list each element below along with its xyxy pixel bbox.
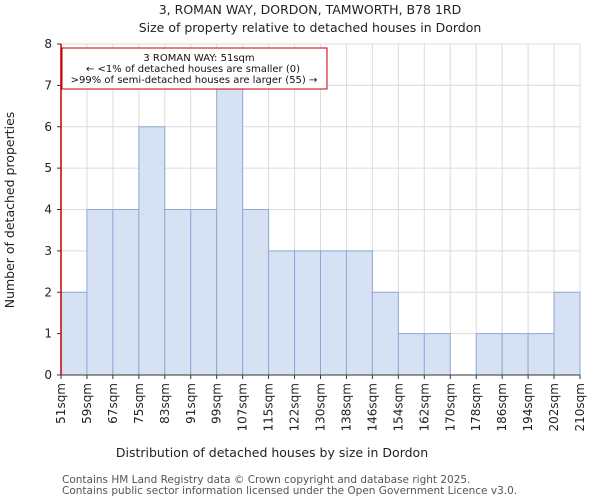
bar xyxy=(345,250,373,376)
x-tick-label: 170sqm xyxy=(443,383,457,431)
x-axis-ticks: 51sqm 59sqm 67sqm 75sqm 83sqm 91sqm 99sqm 107sq… xyxy=(54,375,587,431)
bar xyxy=(527,333,555,376)
x-tick-label: 210sqm xyxy=(573,383,587,431)
x-tick-label: 51sqm xyxy=(54,383,68,424)
x-tick-label: 130sqm xyxy=(314,383,328,431)
x-tick-label: 194sqm xyxy=(521,383,535,431)
x-tick-label: 83sqm xyxy=(158,383,172,424)
footer-line-1: Contains HM Land Registry data © Crown c… xyxy=(62,474,470,486)
chart-subtitle: Size of property relative to detached ho… xyxy=(139,20,482,35)
x-tick-label: 75sqm xyxy=(132,383,146,424)
x-tick-label: 122sqm xyxy=(288,383,302,431)
y-tick-label: 8 xyxy=(44,37,52,51)
bar xyxy=(423,333,451,376)
bar xyxy=(86,209,114,376)
x-axis-label: Distribution of detached houses by size … xyxy=(116,445,428,460)
bar xyxy=(190,209,218,376)
bar xyxy=(138,126,166,376)
chart-title: 3, ROMAN WAY, DORDON, TAMWORTH, B78 1RD xyxy=(159,2,462,17)
y-tick-label: 7 xyxy=(44,78,52,92)
y-tick-label: 6 xyxy=(44,120,52,134)
footer-line-2: Contains public sector information licen… xyxy=(62,485,517,497)
x-tick-label: 178sqm xyxy=(469,383,483,431)
x-tick-label: 154sqm xyxy=(391,383,405,431)
x-tick-label: 59sqm xyxy=(80,383,94,424)
x-tick-label: 99sqm xyxy=(210,383,224,424)
annotation-line-2: ← <1% of detached houses are smaller (0) xyxy=(86,64,300,75)
bar xyxy=(268,250,296,376)
bar xyxy=(475,333,503,376)
bar xyxy=(242,209,270,376)
bar xyxy=(294,250,321,376)
annotation-box: 3 ROMAN WAY: 51sqm ← <1% of detached hou… xyxy=(61,47,328,90)
bar xyxy=(60,291,88,376)
bar xyxy=(112,209,140,376)
y-tick-label: 3 xyxy=(44,244,52,258)
x-tick-label: 138sqm xyxy=(339,383,353,431)
x-tick-label: 202sqm xyxy=(547,383,561,431)
x-tick-label: 186sqm xyxy=(495,383,509,431)
x-tick-label: 162sqm xyxy=(417,383,431,431)
y-tick-label: 1 xyxy=(44,327,52,341)
bar xyxy=(320,250,347,376)
y-tick-label: 5 xyxy=(44,161,52,175)
x-tick-label: 67sqm xyxy=(106,383,120,424)
bar xyxy=(501,333,529,376)
bar xyxy=(397,333,425,376)
annotation-line-1: 3 ROMAN WAY: 51sqm xyxy=(143,53,254,64)
y-tick-label: 0 xyxy=(44,368,52,382)
x-tick-label: 107sqm xyxy=(236,383,250,431)
annotation-line-3: >99% of semi-detached houses are larger … xyxy=(71,75,318,86)
x-tick-label: 115sqm xyxy=(262,383,276,431)
y-tick-label: 2 xyxy=(44,285,52,299)
x-tick-label: 91sqm xyxy=(184,383,198,424)
y-axis-label: Number of detached properties xyxy=(2,112,17,309)
bar xyxy=(553,291,581,376)
x-tick-label: 146sqm xyxy=(365,383,379,431)
bar xyxy=(371,291,399,376)
y-tick-label: 4 xyxy=(44,203,52,217)
bar xyxy=(216,84,244,376)
bar xyxy=(164,209,192,376)
y-axis-ticks: 0 1 2 3 4 5 6 7 8 xyxy=(44,37,61,382)
